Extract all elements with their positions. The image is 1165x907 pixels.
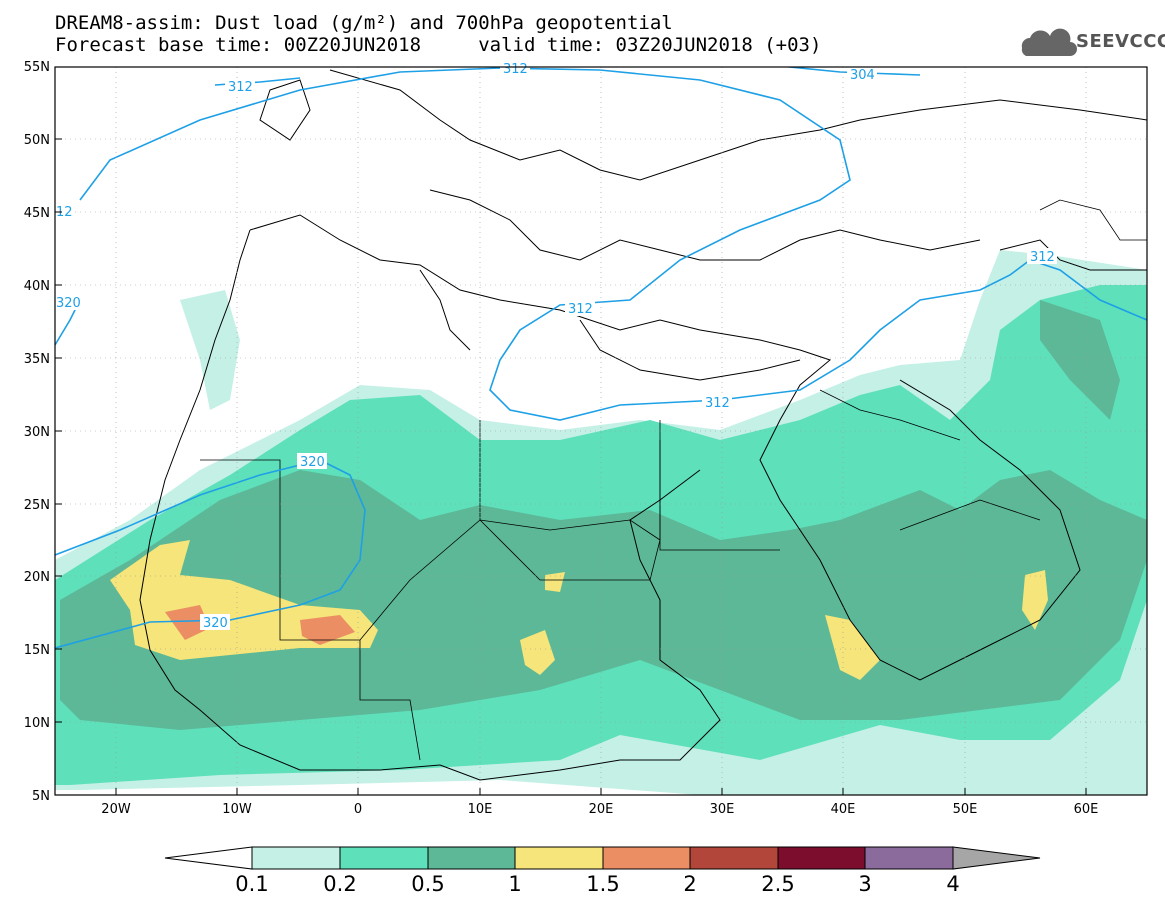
lat-tick-label: 25N [24,498,50,513]
tick-marks [55,138,1087,795]
colorbar-segment [164,846,253,870]
lon-tick-label: 30E [710,802,735,817]
colorbar-segment [514,846,604,870]
map-title-line1: DREAM8-assim: Dust load (g/m²) and 700hP… [55,12,673,34]
lat-tick-label: 20N [24,570,50,585]
lon-tick-label: 20W [101,802,131,817]
colorbar-label: 2 [683,872,697,896]
colorbar [164,846,1041,870]
contour-label: 320 [300,455,325,470]
colorbar-segment [952,846,1041,870]
lon-tick-label: 20E [589,802,614,817]
map-title-line2: Forecast base time: 00Z20JUN2018 valid t… [55,34,822,56]
lat-tick-label: 5N [32,789,50,804]
colorbar-segment [689,846,779,870]
contour-label: 312 [568,302,593,317]
lat-tick-label: 40N [24,279,50,294]
lat-tick-label: 45N [24,206,50,221]
lat-tick-label: 10N [24,716,50,731]
lon-tick-labels: 20W 10W 0 10E 20E 30E 40E 50E 60E [101,802,1098,817]
colorbar-label: 3 [858,872,872,896]
contour-label: 312 [705,396,730,411]
contour-label: 304 [850,68,875,83]
colorbar-segment [251,846,341,870]
graticule [55,67,1147,795]
colorbar-label: 0.5 [411,872,445,896]
lon-tick-label: 10E [468,802,493,817]
colorbar-label: 0.1 [235,872,269,896]
contour-label: 312 [228,80,253,95]
colorbar-label: 2.5 [761,872,795,896]
cloud-logo-icon [1021,28,1077,56]
lon-tick-label: 0 [354,802,362,817]
colorbar-label: 4 [946,872,960,896]
colorbar-label: 0.2 [323,872,357,896]
lon-tick-label: 60E [1074,802,1099,817]
colorbar-segment [339,846,429,870]
country-borders [200,199,1147,761]
colorbar-label: 1.5 [586,872,620,896]
lat-tick-labels: 55N 50N 45N 40N 35N 30N 25N 20N 15N 10N … [24,60,50,804]
colorbar-segment [777,846,866,870]
contour-label: 12 [56,205,73,220]
lat-tick-label: 35N [24,352,50,367]
colorbar-label: 1 [508,872,522,896]
lat-tick-label: 15N [24,643,50,658]
seevccc-logo-text: SEEVCCC [1076,31,1165,52]
lon-tick-label: 40E [831,802,856,817]
lat-tick-label: 55N [24,60,50,75]
colorbar-segment [864,846,954,870]
contour-label: 320 [203,616,228,631]
colorbar-segment [427,846,516,870]
lat-tick-label: 30N [24,425,50,440]
lon-tick-label: 50E [953,802,978,817]
colorbar-segment [602,846,691,870]
lon-tick-label: 10W [222,802,252,817]
contour-label: 312 [1030,250,1055,265]
contour-label: 312 [503,62,528,77]
lat-tick-label: 50N [24,133,50,148]
contour-label: 320 [56,296,81,311]
contour-labels: 304 312 312 312 312 312 320 320 320 12 [55,60,1057,631]
